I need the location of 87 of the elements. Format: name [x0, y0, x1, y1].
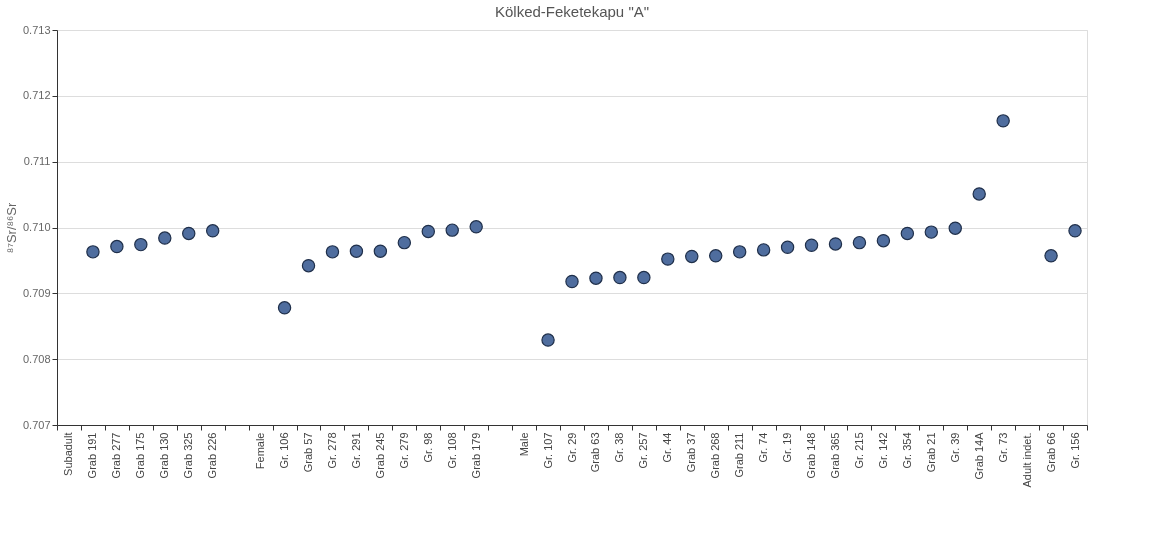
y-tick-label: 0.710	[22, 221, 51, 233]
x-tick-label: Gr. 156	[1068, 432, 1081, 469]
point	[397, 235, 412, 250]
x-tick-label: Gr. 98	[421, 432, 434, 463]
point	[445, 223, 459, 237]
x-tick-label: Gr. 106	[278, 432, 291, 469]
point	[301, 258, 316, 273]
x-tick-label: Grab 245	[373, 432, 386, 479]
x-tick-label: Grab 226	[206, 432, 219, 479]
x-tick-label: Gr. 279	[397, 432, 410, 469]
point	[277, 301, 292, 315]
point	[876, 233, 891, 248]
point	[469, 220, 483, 234]
x-tick-label: Gr. 19	[781, 432, 794, 463]
x-tick-label: Gr. 291	[349, 432, 362, 469]
point	[613, 270, 627, 285]
x-tick-label: Grab 14A	[972, 431, 985, 480]
x-tick-label: Grab 63	[589, 432, 602, 473]
point	[421, 224, 435, 239]
point	[900, 226, 915, 241]
point	[637, 270, 651, 285]
x-tick-label: Grab 179	[469, 432, 482, 479]
x-tick-label: Grab 66	[1044, 432, 1057, 473]
x-tick-label: Gr. 74	[757, 432, 770, 463]
point	[110, 239, 124, 254]
x-tick-label: Grab 37	[685, 432, 698, 473]
point	[349, 244, 364, 258]
x-tick-label: Grab 211	[733, 432, 746, 478]
point	[732, 245, 747, 259]
point	[373, 244, 388, 258]
point	[182, 226, 196, 241]
y-tick-label: 0.708	[22, 352, 51, 365]
point	[661, 252, 675, 266]
point	[134, 237, 148, 252]
point	[685, 249, 699, 264]
x-tick-label: Male	[517, 432, 530, 457]
point	[541, 333, 555, 347]
x-tick-label: Grab 365	[828, 432, 841, 479]
x-tick-label: Grab 175	[134, 432, 147, 479]
x-tick-label: Gr. 108	[445, 432, 458, 469]
x-tick-label: Gr. 142	[876, 432, 889, 469]
x-tick-label: Gr. 107	[541, 432, 554, 469]
x-tick-label: Adult indet.	[1020, 432, 1033, 488]
x-tick-label: Grab 57	[302, 432, 315, 473]
point	[996, 114, 1010, 128]
point	[1044, 249, 1058, 263]
x-tick-label: Gr. 215	[852, 432, 865, 469]
point	[852, 235, 867, 250]
x-tick-label: Grab 277	[110, 432, 123, 479]
y-tick-label: 0.712	[22, 89, 51, 102]
point	[972, 187, 986, 201]
x-tick-label: Gr. 39	[948, 432, 961, 463]
x-tick-label: Gr. 73	[996, 432, 1009, 463]
x-tick-label: Grab 325	[182, 432, 195, 479]
x-tick-label: Gr. 44	[661, 432, 674, 463]
y-tick-label: 0.711	[23, 155, 51, 168]
y-axis-title: ⁸⁷Sr/⁸⁶Sr	[3, 202, 19, 254]
point	[589, 271, 603, 285]
y-tick-label: 0.707	[22, 418, 51, 431]
x-tick-label: Gr. 354	[900, 432, 913, 469]
point	[565, 274, 579, 289]
x-tick-label: Gr. 29	[565, 432, 578, 463]
y-tick-label: 0.713	[22, 23, 51, 36]
point	[1068, 224, 1082, 238]
point	[158, 231, 172, 245]
x-tick-label: Grab 268	[709, 432, 722, 479]
point	[780, 240, 795, 254]
point	[804, 238, 819, 252]
chart-title: Kölked-Feketekapu "A"	[494, 3, 650, 20]
y-tick-label: 0.709	[22, 286, 51, 299]
point	[756, 243, 771, 257]
point	[325, 245, 340, 259]
x-tick-label: Gr. 257	[637, 432, 650, 469]
point	[86, 245, 100, 259]
x-tick-label: Grab 21	[924, 432, 937, 473]
x-tick-label: Subadult	[62, 432, 75, 476]
x-tick-label: Grab 148	[805, 432, 818, 479]
point	[709, 249, 723, 263]
point	[205, 224, 220, 238]
point	[948, 221, 962, 235]
x-tick-label: Female	[254, 432, 267, 470]
point	[924, 225, 939, 239]
point	[828, 237, 843, 251]
x-tick-label: Gr. 38	[613, 432, 626, 463]
x-tick-label: Gr. 278	[325, 432, 338, 469]
x-tick-label: Grab 191	[86, 432, 99, 479]
x-tick-label: Grab 130	[158, 432, 171, 479]
